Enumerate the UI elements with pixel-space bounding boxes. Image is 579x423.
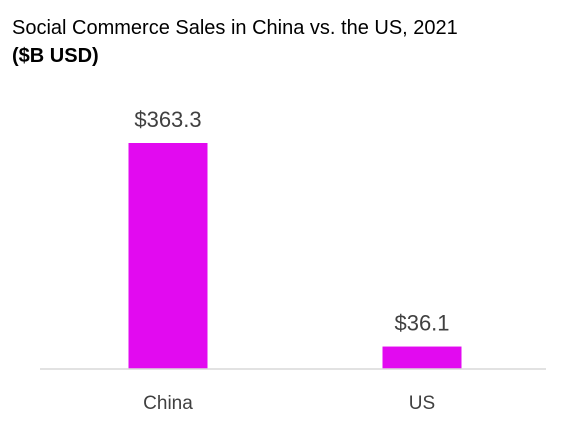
chart-title: Social Commerce Sales in China vs. the U…	[12, 17, 458, 39]
data-label-china: $363.3	[134, 107, 201, 132]
bar-china	[128, 143, 208, 369]
title-block: Social Commerce Sales in China vs. the U…	[12, 14, 567, 70]
data-labels-group: $363.3 $36.1	[134, 107, 449, 336]
tick-labels-group: China US	[143, 393, 435, 414]
chart-subtitle: ($B USD)	[12, 45, 99, 67]
x-tick-label-us: US	[409, 393, 435, 414]
bar-us	[382, 346, 462, 369]
bars-group	[128, 143, 462, 369]
x-tick-label-china: China	[143, 393, 193, 414]
data-label-us: $36.1	[394, 311, 449, 336]
